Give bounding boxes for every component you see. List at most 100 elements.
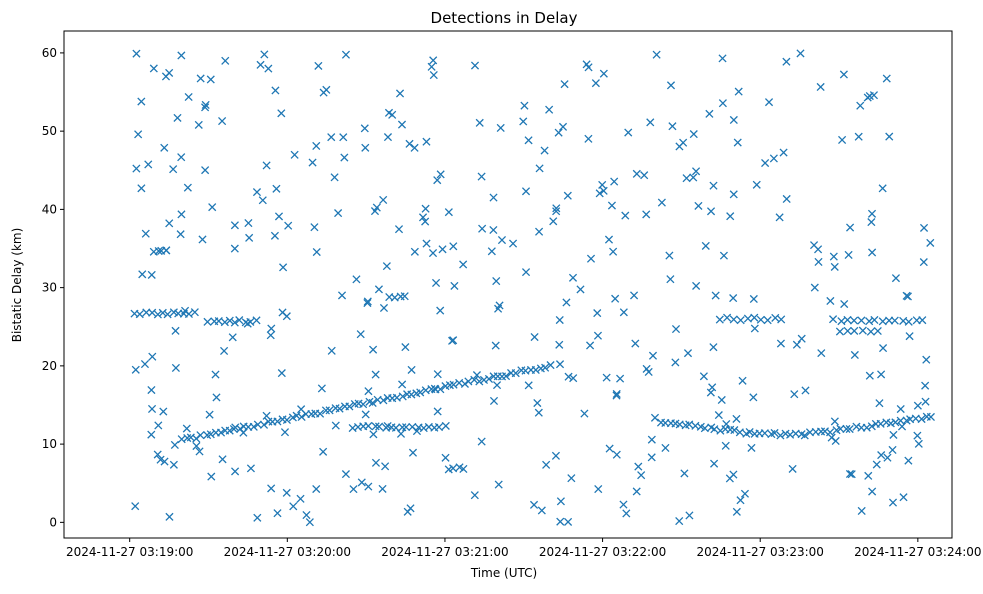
data-point [546,361,555,370]
data-point [253,420,262,429]
data-point [839,70,848,79]
data-point [400,292,409,301]
y-axis: 0 10 20 30 40 50 60 [42,46,64,529]
data-point [888,445,897,455]
data-point [470,491,479,500]
data-point [771,313,780,322]
data-point [397,120,407,129]
data-point [159,407,168,416]
data-point [441,453,450,462]
data-point [723,313,732,322]
data-point [427,62,436,71]
data-point [169,165,178,174]
data-point [685,511,694,520]
data-point [165,68,174,77]
data-point [177,51,186,60]
data-point [756,315,765,324]
data-point [729,190,738,199]
data-point [470,61,480,70]
data-point [878,344,888,353]
data-point [410,143,419,152]
data-point [682,174,691,183]
data-point [666,275,675,284]
data-point [258,196,267,205]
data-point [402,423,411,432]
data-point [308,158,317,167]
data-point [169,460,178,469]
data-point [552,207,561,216]
data-point [312,247,321,257]
data-point [888,498,898,507]
data-point [138,270,147,279]
data-point [913,401,922,410]
data-point [177,153,186,162]
data-point [225,426,234,435]
data-point [838,135,847,144]
data-point [829,252,838,261]
data-point [235,316,244,325]
data-point [918,316,927,325]
data-point [896,404,905,414]
data-point [201,100,210,110]
data-point [207,472,216,481]
data-point [216,428,226,437]
data-point [679,138,688,147]
data-point [171,363,180,373]
data-point [305,518,314,527]
x-tick-label: 2024-11-27 03:19:00 [66,545,193,559]
data-point [648,351,658,360]
x-tick-label: 2024-11-27 03:24:00 [854,545,981,559]
data-point [267,484,276,493]
data-point [919,258,928,267]
data-point [371,458,381,467]
data-point [310,223,319,232]
data-point [877,451,886,460]
data-point [327,346,336,355]
data-point [529,500,539,509]
data-point [563,191,572,200]
data-point [396,429,406,438]
data-point [535,227,544,236]
data-point [363,298,372,308]
data-point [137,184,146,193]
data-point [576,285,585,294]
data-point [568,273,578,282]
data-point [814,245,823,254]
data-point [591,79,600,88]
data-point [317,384,326,393]
data-point [140,359,150,369]
data-point [192,441,201,451]
plot-frame [63,30,953,539]
data-point [752,180,761,189]
data-point [850,350,859,360]
data-point [611,294,620,303]
data-point [619,500,628,509]
data-point [378,484,387,493]
data-point [847,470,856,479]
data-point [607,201,617,210]
data-point [370,207,380,216]
data-point [569,374,578,383]
data-point [401,343,410,352]
data-point [153,450,162,459]
data-point [872,460,881,469]
data-point [410,247,419,256]
data-point [134,130,143,139]
data-point [835,327,844,336]
data-point [212,393,221,402]
data-point [776,431,785,440]
data-point [750,313,759,322]
data-point [352,275,361,284]
data-point [760,429,769,438]
data-point [593,331,603,340]
data-point [196,431,205,440]
data-point [595,189,604,198]
data-point [796,49,805,58]
data-point [632,169,641,178]
data-point [770,428,779,438]
data-point [170,440,179,449]
data-point [196,74,205,83]
data-point [246,464,255,473]
data-point [865,371,874,380]
data-point [434,423,444,432]
